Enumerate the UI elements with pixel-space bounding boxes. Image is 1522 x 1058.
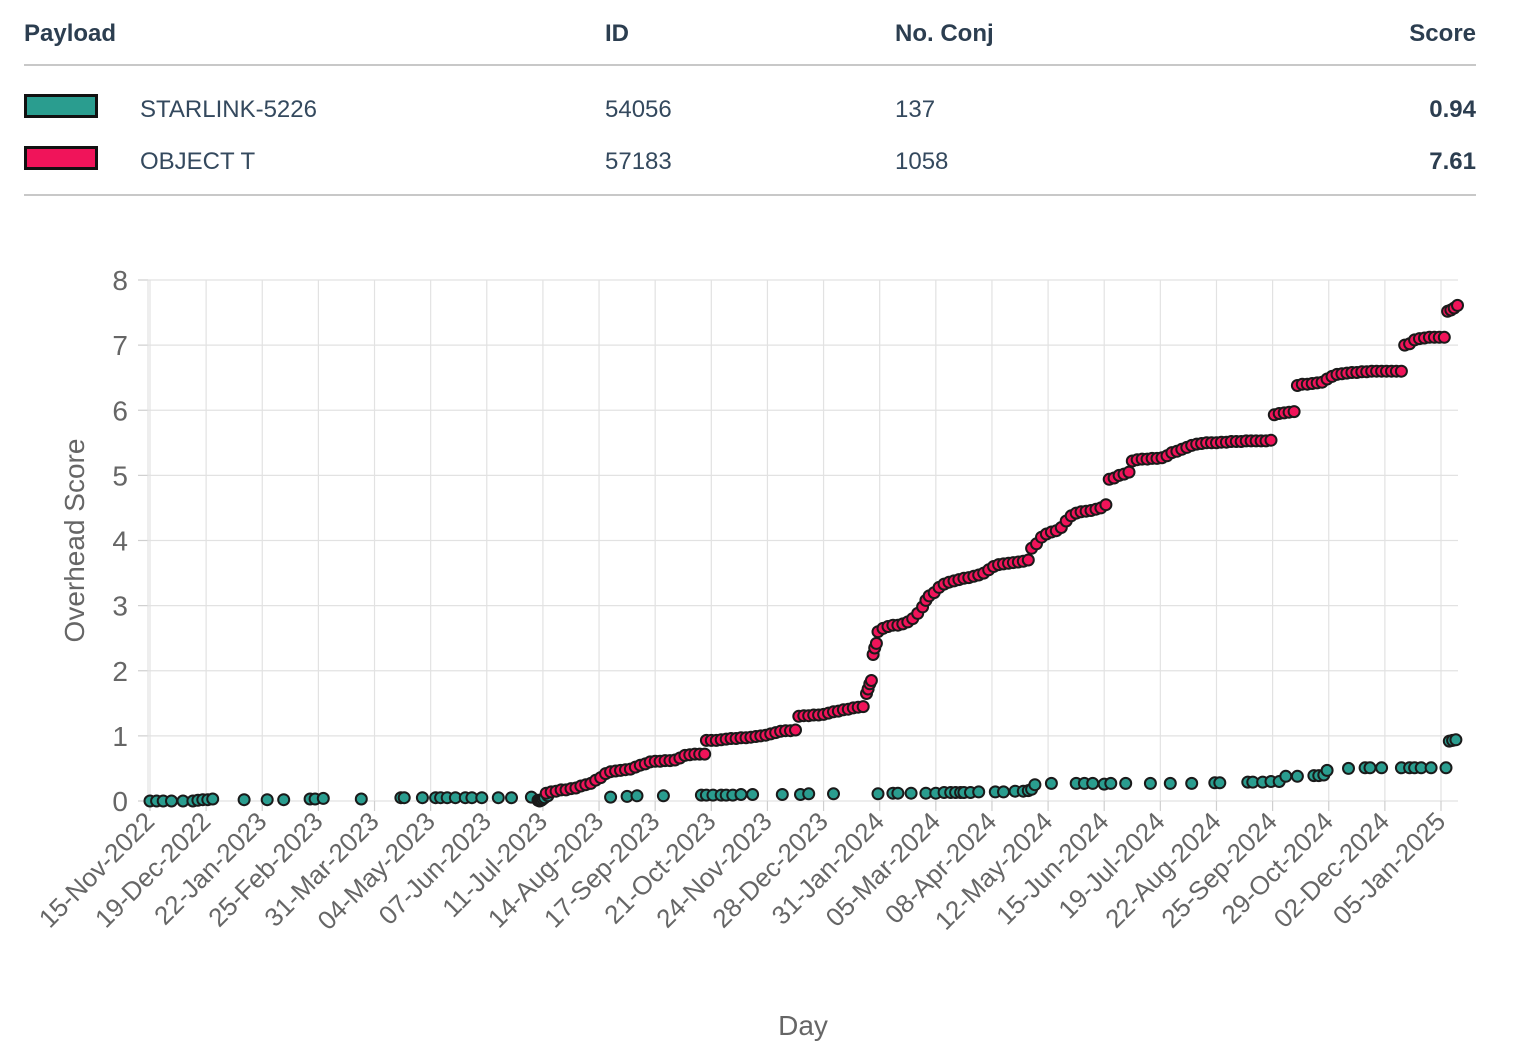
y-tick-label: 1 — [112, 721, 128, 752]
data-point[interactable] — [904, 786, 918, 800]
data-point[interactable] — [1264, 433, 1278, 447]
data-point[interactable] — [775, 788, 789, 801]
payload-conj: 1058 — [895, 148, 949, 175]
y-tick-label: 5 — [112, 460, 128, 491]
data-point[interactable] — [1449, 733, 1463, 747]
data-point[interactable] — [746, 788, 760, 801]
data-point[interactable] — [891, 786, 905, 800]
data-point[interactable] — [354, 792, 368, 806]
header-payload: Payload — [24, 20, 117, 47]
data-point[interactable] — [505, 791, 518, 805]
payload-score: 0.94 — [1429, 96, 1476, 123]
data-point[interactable] — [864, 674, 878, 687]
payload-id: 57183 — [605, 148, 672, 175]
data-point[interactable] — [1279, 769, 1293, 783]
data-point[interactable] — [1437, 330, 1451, 344]
data-point[interactable] — [1213, 776, 1227, 790]
y-tick-label: 4 — [112, 526, 128, 557]
data-point[interactable] — [1287, 405, 1301, 419]
data-point[interactable] — [1099, 498, 1113, 512]
payload-legend-table: Payload ID No. Conj Score STARLINK-5226 … — [24, 14, 1476, 196]
payload-score: 7.61 — [1429, 148, 1476, 175]
data-point[interactable] — [827, 787, 840, 801]
payload-name: OBJECT T — [140, 148, 256, 175]
data-point[interactable] — [1439, 761, 1453, 775]
data-point[interactable] — [1363, 761, 1377, 775]
data-point[interactable] — [1185, 776, 1199, 790]
data-point[interactable] — [1375, 761, 1389, 775]
y-tick-label: 8 — [112, 265, 128, 296]
y-tick-label: 6 — [112, 395, 128, 426]
table-divider — [24, 194, 1476, 196]
data-point[interactable] — [1290, 769, 1304, 783]
data-point[interactable] — [206, 792, 220, 806]
data-point[interactable] — [630, 789, 644, 803]
overhead-score-chart: 0 1 2 3 4 5 6 7 8 15-Nov-202219-Dec-202222-Jan-2… — [33, 265, 1464, 1041]
y-axis-ticks: 0 1 2 3 4 5 6 7 8 — [112, 265, 128, 817]
data-point[interactable] — [856, 700, 870, 714]
data-point[interactable] — [1342, 761, 1355, 775]
payload-conj: 137 — [895, 96, 936, 123]
data-point[interactable] — [1028, 778, 1042, 792]
data-point[interactable] — [316, 791, 330, 805]
table-header: Payload ID No. Conj Score — [24, 14, 1476, 66]
x-axis-ticks: 15-Nov-202219-Dec-202222-Jan-202325-Feb-… — [33, 806, 1452, 936]
header-score: Score — [1409, 20, 1476, 47]
data-point[interactable] — [1143, 776, 1157, 790]
data-point[interactable] — [1021, 553, 1035, 567]
header-conj: No. Conj — [895, 20, 994, 47]
data-point[interactable] — [165, 794, 178, 808]
data-point[interactable] — [1320, 763, 1334, 777]
data-point[interactable] — [1451, 298, 1464, 312]
data-point[interactable] — [1424, 761, 1438, 775]
payload-id: 54056 — [605, 96, 672, 123]
y-tick-label: 0 — [112, 786, 128, 817]
data-point[interactable] — [415, 791, 429, 805]
data-point[interactable] — [277, 793, 291, 807]
payload-name: STARLINK-5226 — [140, 96, 317, 123]
data-point[interactable] — [1163, 776, 1177, 790]
data-point[interactable] — [1394, 364, 1408, 378]
table-row[interactable]: OBJECT T 57183 1058 7.61 — [24, 138, 1476, 190]
data-point[interactable] — [1122, 465, 1136, 479]
y-tick-label: 2 — [112, 656, 128, 687]
data-point[interactable] — [237, 793, 251, 807]
grid — [138, 279, 1458, 811]
y-tick-label: 7 — [112, 330, 128, 361]
data-point[interactable] — [604, 790, 618, 804]
data-point[interactable] — [656, 789, 670, 803]
data-point[interactable] — [871, 787, 885, 801]
table-row[interactable]: STARLINK-5226 54056 137 0.94 — [24, 86, 1476, 138]
data-point[interactable] — [802, 787, 816, 801]
series-swatch[interactable] — [24, 146, 98, 170]
data-point[interactable] — [1044, 776, 1058, 790]
data-point[interactable] — [475, 791, 489, 805]
data-point[interactable] — [734, 788, 748, 801]
y-axis-label: Overhead Score — [59, 439, 90, 643]
series-swatch[interactable] — [24, 94, 98, 118]
data-point[interactable] — [869, 636, 883, 650]
data-points — [143, 298, 1464, 808]
data-point[interactable] — [1119, 776, 1133, 790]
y-tick-label: 3 — [112, 591, 128, 622]
data-point[interactable] — [1086, 776, 1100, 790]
data-point[interactable] — [397, 791, 411, 805]
data-point[interactable] — [997, 785, 1010, 799]
data-point[interactable] — [698, 747, 712, 761]
data-point[interactable] — [491, 791, 505, 805]
data-point[interactable] — [789, 723, 802, 737]
x-axis-label: Day — [778, 1010, 828, 1041]
data-point[interactable] — [260, 793, 274, 807]
data-point[interactable] — [972, 785, 986, 799]
header-id: ID — [605, 20, 629, 47]
data-point[interactable] — [1104, 776, 1118, 790]
